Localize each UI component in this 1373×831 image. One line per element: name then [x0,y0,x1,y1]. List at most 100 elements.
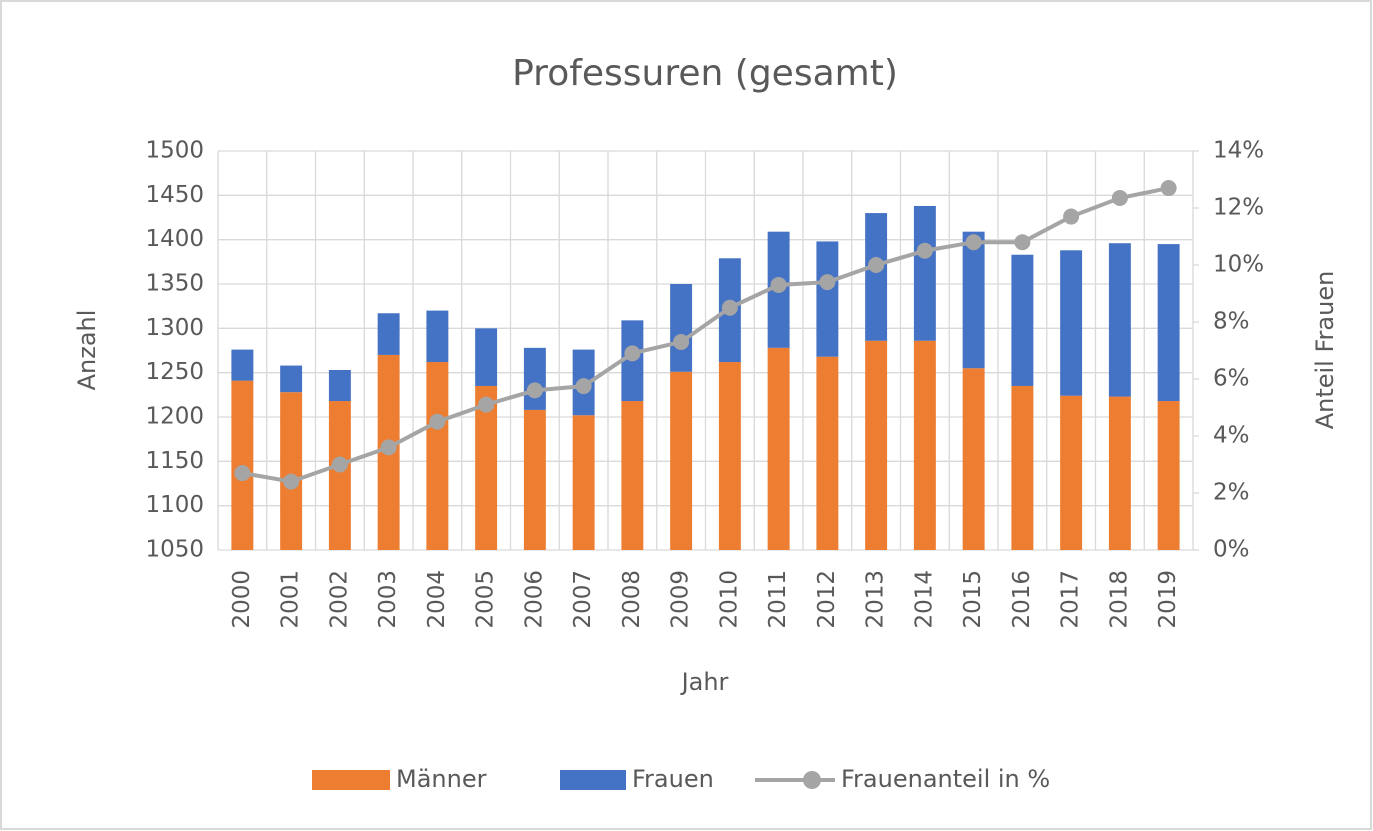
x-tick-label: 2001 [278,570,304,629]
bar-segment [913,340,936,550]
x-tick-label: 2007 [570,570,596,629]
y-tick-label: 1350 [145,271,204,297]
x-tick-label: 2018 [1106,570,1132,629]
x-tick-label: 2016 [1009,570,1035,629]
x-tick-label: 2013 [863,570,889,629]
line-point [868,257,885,273]
line-point [478,396,495,413]
x-tick-label: 2009 [668,570,694,629]
y-tick-label: 1150 [145,448,204,474]
line-point [429,413,446,430]
line-point [1160,180,1177,197]
bar-segment [280,365,303,393]
bar-segment [328,401,351,550]
y2-tick-label: 6% [1213,366,1250,392]
legend-label: Männer [396,765,487,793]
bar-segment [865,213,888,341]
x-tick-label: 2011 [765,570,791,629]
x-axis-label: Jahr [680,668,729,696]
bar-segment [1011,385,1034,550]
line-point [624,345,641,362]
line-point [1014,234,1031,251]
y2-tick-label: 12% [1213,195,1264,221]
bar-segment [913,205,936,341]
bar-segment [962,368,985,550]
bar-segment [1108,396,1131,550]
bar-segment [475,328,498,386]
line-point [380,439,397,456]
line-point [721,299,738,316]
y-tick-label: 1450 [145,182,204,208]
x-tick-label: 2004 [424,570,450,629]
bar-segment [816,241,839,357]
y2-axis-label: Anteil Frauen [1311,271,1339,430]
x-tick-label: 2000 [229,570,255,629]
legend-swatch [560,770,626,790]
line-point [965,234,982,251]
line-point [283,473,300,490]
line-point [819,274,836,291]
x-tick-label: 2008 [619,570,645,629]
line-point [1111,190,1128,207]
x-tick-label: 2019 [1155,570,1181,629]
bar-segment [523,409,546,550]
y-tick-label: 1500 [145,138,204,164]
legend-swatch [312,770,390,790]
bar-segment [1060,250,1083,396]
x-tick-label: 2014 [911,570,937,629]
y2-tick-label: 0% [1213,537,1250,563]
bar-segment [1157,244,1180,402]
bar-segment [426,310,449,363]
y-tick-label: 1400 [145,226,204,252]
line-point [575,378,592,395]
bar-segment [1108,243,1131,397]
bar-segment [865,340,888,550]
bar-segment [1011,254,1034,386]
x-tick-label: 2006 [521,570,547,629]
bar-segment [280,392,303,550]
x-tick-label: 2012 [814,570,840,629]
line-point [331,456,348,473]
y-tick-label: 1200 [145,404,204,430]
y-axis-label: Anzahl [73,310,101,391]
bar-segment [572,415,595,550]
bar-segment [426,362,449,550]
bar-segment [767,347,790,550]
y-tick-label: 1300 [145,315,204,341]
bar-segment [670,371,693,550]
y-tick-label: 1250 [145,359,204,385]
legend-label: Frauenanteil in % [841,765,1050,793]
bar-segment [328,370,351,402]
legend-label: Frauen [632,765,714,793]
y2-tick-label: 14% [1213,138,1264,164]
line-point [1063,208,1080,225]
chart-title: Professuren (gesamt) [512,53,898,94]
y2-tick-label: 2% [1213,480,1250,506]
bar-segment [816,356,839,550]
bar-segment [718,362,741,550]
bar-segment [962,231,985,369]
line-point [234,465,251,482]
bar-segment [523,347,546,410]
bar-segment [621,401,644,550]
bar-segment [1060,395,1083,550]
bar-segment [231,349,254,381]
bar-segment [670,284,693,372]
x-tick-label: 2002 [326,570,352,629]
y2-tick-label: 8% [1213,309,1250,335]
x-tick-label: 2005 [473,570,499,629]
line-point [673,333,690,350]
line [242,186,1170,484]
x-tick-label: 2017 [1058,570,1084,629]
bar-segment [1157,401,1180,550]
bar-segment [377,313,400,355]
line-point [770,276,787,293]
y-tick-label: 1050 [145,537,204,563]
x-tick-label: 2003 [375,570,401,629]
line-point [526,382,543,399]
legend-swatch-marker [803,771,821,789]
y2-tick-label: 10% [1213,252,1264,278]
line-point [916,242,933,259]
bar-segment [475,385,498,550]
